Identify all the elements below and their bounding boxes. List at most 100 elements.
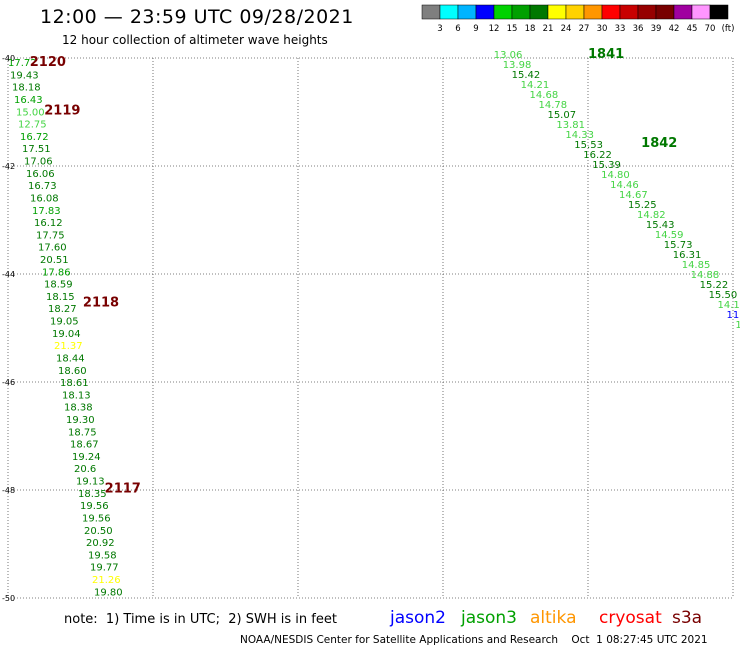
wave-height-value: 12.75 xyxy=(18,120,47,131)
wave-height-value: 15.22 xyxy=(700,280,729,291)
wave-height-value: 16.08 xyxy=(30,193,59,204)
wave-height-value: 14.88 xyxy=(691,270,720,281)
wave-height-value: 18.61 xyxy=(60,378,89,389)
y-tick-label: -50 xyxy=(2,594,15,603)
wave-height-value: 14.1 xyxy=(718,300,740,311)
wave-height-value: 19.58 xyxy=(88,550,117,561)
track-label: 1842 xyxy=(641,136,677,151)
wave-height-value: 11. xyxy=(726,310,740,321)
wave-height-value: 17.06 xyxy=(24,157,53,168)
wave-height-value: 19.05 xyxy=(50,317,79,328)
wave-height-value: 16.12 xyxy=(34,218,63,229)
wave-height-value: 16.73 xyxy=(28,181,57,192)
scale-label: 15 xyxy=(507,24,518,34)
scale-label: 9 xyxy=(473,24,478,34)
wave-height-value: 16.31 xyxy=(673,250,702,261)
scale-swatch xyxy=(709,4,729,20)
legend-entry-jason2: jason2 xyxy=(390,608,446,628)
wave-height-value: 20.51 xyxy=(40,255,69,266)
wave-height-value: 15.39 xyxy=(592,160,621,171)
scale-label: 70 xyxy=(705,24,716,34)
wave-height-value: 19.77 xyxy=(90,563,119,574)
wave-height-value: 17.75 xyxy=(36,230,65,241)
note-text: note: 1) Time is in UTC; 2) SWH is in fe… xyxy=(64,612,337,627)
wave-height-value: 19.30 xyxy=(66,415,95,426)
scale-label: 33 xyxy=(615,24,626,34)
color-scale: 3 6 9 12 15 18 21 24 27 30 33 36 39 42 45 70 (ft) xyxy=(421,4,734,34)
wave-height-value: 13.06 xyxy=(494,50,523,61)
scale-label: 30 xyxy=(597,24,608,34)
wave-height-value: 15.53 xyxy=(574,140,603,151)
track-label: 1841 xyxy=(588,47,624,62)
chart-title: 12:00 — 23:59 UTC 09/28/2021 xyxy=(40,6,354,28)
wave-height-value: 15.25 xyxy=(628,200,657,211)
scale-label: 27 xyxy=(579,24,590,34)
wave-height-value: 13.98 xyxy=(503,60,532,71)
wave-height-value: 18.35 xyxy=(78,489,107,500)
scale-label: 3 xyxy=(437,24,442,34)
wave-height-value: 17.51 xyxy=(22,144,51,155)
scale-label: 12 xyxy=(489,24,500,34)
wave-height-value: 16.72 xyxy=(20,132,49,143)
wave-height-value: 1 xyxy=(735,320,740,331)
wave-height-value: 13.81 xyxy=(556,120,585,131)
wave-height-value: 20.92 xyxy=(86,538,115,549)
footer-credit: NOAA/NESDIS Center for Satellite Applica… xyxy=(240,634,708,646)
y-tick-label: -46 xyxy=(2,378,15,387)
wave-height-value: 17.83 xyxy=(32,206,61,217)
wave-height-value: 18.13 xyxy=(62,390,91,401)
chart-subtitle: 12 hour collection of altimeter wave hei… xyxy=(62,33,328,47)
wave-height-value: 14.21 xyxy=(521,80,550,91)
y-tick-label: -48 xyxy=(2,486,15,495)
wave-height-value: 18.67 xyxy=(70,440,99,451)
scale-label: 42 xyxy=(669,24,680,34)
wave-height-value: 17.86 xyxy=(42,267,71,278)
wave-height-value: 18.59 xyxy=(44,280,73,291)
scale-label: 21 xyxy=(543,24,554,34)
legend-entry-altika: altika xyxy=(530,608,577,628)
wave-height-value: 14.46 xyxy=(610,180,639,191)
wave-height-value: 18.75 xyxy=(68,427,97,438)
track-label: 2120 xyxy=(30,55,66,70)
wave-height-value: 17.72 xyxy=(8,58,37,69)
wave-height-value: 18.60 xyxy=(58,366,87,377)
scale-label: 6 xyxy=(455,24,460,34)
wave-height-value: 14.80 xyxy=(601,170,630,181)
wave-height-value: 15.73 xyxy=(664,240,693,251)
wave-height-value: 19.80 xyxy=(94,587,123,598)
chart-plot: 151821242730-40-42-44-46-48-5017.7219.43… xyxy=(2,47,740,603)
wave-height-value: 14.68 xyxy=(530,90,559,101)
scale-label: 45 xyxy=(687,24,698,34)
legend-entry-s3a: s3a xyxy=(672,608,703,628)
wave-height-value: 20.50 xyxy=(84,526,113,537)
wave-height-value: 16.06 xyxy=(26,169,55,180)
wave-height-value: 15.07 xyxy=(547,110,576,121)
wave-height-value: 21.37 xyxy=(54,341,83,352)
scale-label: 36 xyxy=(633,24,644,34)
scale-label: 24 xyxy=(561,24,572,34)
wave-height-value: 21.26 xyxy=(92,575,121,586)
wave-height-value: 19.56 xyxy=(80,501,109,512)
wave-height-value: 18.38 xyxy=(64,403,93,414)
wave-height-value: 16.43 xyxy=(14,95,43,106)
wave-height-value: 19.43 xyxy=(10,70,39,81)
wave-height-value: 14.33 xyxy=(565,130,594,141)
wave-height-value: 19.24 xyxy=(72,452,101,463)
wave-height-value: 15.00 xyxy=(16,107,45,118)
wave-height-value: 14.82 xyxy=(637,210,666,221)
track-label: 2119 xyxy=(44,104,80,119)
wave-height-value: 19.13 xyxy=(76,477,105,488)
wave-height-value: 15.50 xyxy=(709,290,738,301)
legend-entry-jason3: jason3 xyxy=(461,608,517,628)
wave-height-value: 18.44 xyxy=(56,353,85,364)
wave-height-value: 16.22 xyxy=(583,150,612,161)
wave-height-value: 15.43 xyxy=(646,220,675,231)
scale-label: 39 xyxy=(651,24,662,34)
wave-height-value: 17.60 xyxy=(38,243,67,254)
y-tick-label: -40 xyxy=(2,54,15,63)
wave-height-value: 19.56 xyxy=(82,513,111,524)
wave-height-value: 15.42 xyxy=(512,70,541,81)
wave-height-value: 14.78 xyxy=(539,100,568,111)
legend-entry-cryosat: cryosat xyxy=(599,608,662,628)
wave-height-value: 14.59 xyxy=(655,230,684,241)
